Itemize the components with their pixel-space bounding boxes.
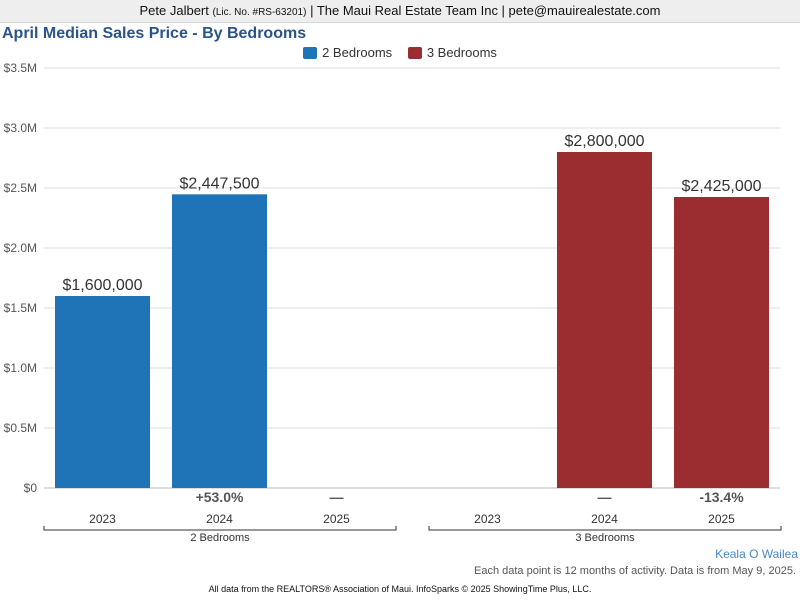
change-label: +53.0% [196,489,244,505]
legend-label: 3 Bedrooms [426,45,497,60]
bar-value-label: $2,447,500 [179,175,259,192]
y-tick-label: $2.5M [4,181,37,195]
y-tick-label: $0 [24,481,38,495]
legend-swatch [407,46,422,59]
legend-swatch [303,46,318,59]
year-tick-label: 2023 [474,512,501,526]
header-bar: Pete Jalbert (Lic. No. #RS-63201) | The … [0,0,800,23]
year-tick-label: 2025 [323,512,350,526]
legend-label: 2 Bedrooms [322,45,393,60]
y-tick-label: $3.5M [4,61,37,75]
bar [674,197,769,488]
year-tick-label: 2023 [89,512,116,526]
legend-item-3-bedrooms[interactable]: 3 Bedrooms [407,45,497,60]
footer-credit: All data from the REALTORS® Association … [208,584,592,594]
group-label: 2 Bedrooms [190,532,250,544]
change-label: -13.4% [699,489,744,505]
group-label: 3 Bedrooms [575,532,635,544]
bar-value-label: $1,600,000 [62,277,142,294]
chart-legend: 2 Bedrooms 3 Bedrooms [0,45,800,62]
change-label: — [330,489,344,505]
company-email: | The Maui Real Estate Team Inc | pete@m… [310,3,661,18]
bar [55,296,150,488]
y-tick-label: $0.5M [4,421,37,435]
group-bracket [43,526,397,531]
year-tick-label: 2024 [591,512,618,526]
bar [172,194,267,489]
group-bracket [428,526,782,531]
bar-value-label: $2,425,000 [681,178,761,195]
bar-chart: $0 $0.5M $1.0M $1.5M $2.0M $2.5M $3.0M $3.5M $1,… [4,61,782,544]
year-tick-label: 2025 [708,512,735,526]
change-label: — [598,489,612,505]
chart-title: April Median Sales Price - By Bedrooms [2,25,307,42]
y-tick-label: $1.5M [4,301,37,315]
data-note: Each data point is 12 months of activity… [473,565,796,577]
area-name[interactable]: Keala O Wailea [715,547,798,561]
bar-value-label: $2,800,000 [564,133,644,150]
y-tick-label: $2.0M [4,241,37,255]
y-tick-label: $1.0M [4,361,37,375]
y-tick-label: $3.0M [4,121,37,135]
bar [557,152,652,488]
year-tick-label: 2024 [206,512,233,526]
agent-name: Pete Jalbert [139,3,209,18]
legend-item-2-bedrooms[interactable]: 2 Bedrooms [303,45,392,60]
license-number: (Lic. No. #RS-63201) [212,7,307,18]
